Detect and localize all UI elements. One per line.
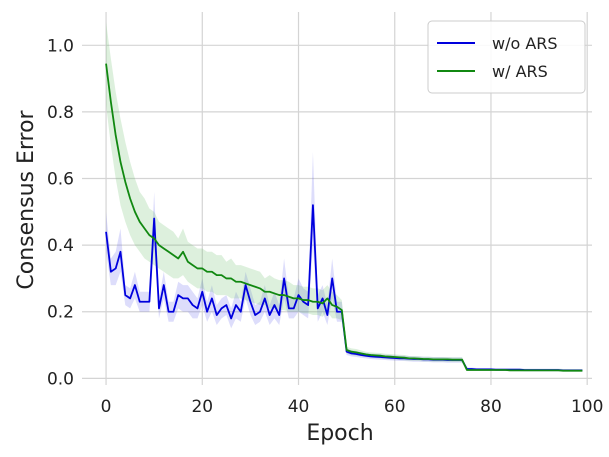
x-tick-label: 40: [288, 397, 310, 417]
legend-label-2: w/ ARS: [492, 62, 548, 81]
legend-box: [427, 20, 586, 94]
series-lines: [105, 63, 583, 372]
x-tick-label: 60: [384, 397, 406, 417]
x-axis-label: Epoch: [306, 421, 373, 446]
y-tick-label: 0.2: [47, 303, 74, 323]
y-tick-label: 1.0: [47, 36, 74, 56]
x-tick-label: 20: [191, 397, 213, 417]
y-tick-label: 0.8: [47, 103, 74, 123]
line-series-2: [105, 63, 583, 372]
band-series-2: [106, 21, 583, 372]
y-tick-label: 0.0: [47, 369, 74, 389]
x-tick-label: 0: [101, 397, 112, 417]
legend-label-1: w/o ARS: [492, 34, 558, 53]
y-tick-labels: 0.0 0.2 0.4 0.6 0.8 1.0: [47, 36, 74, 389]
y-tick-label: 0.4: [47, 236, 74, 256]
x-tick-label: 80: [480, 397, 502, 417]
grid: [82, 12, 592, 385]
legend: w/o ARS w/ ARS: [427, 20, 586, 94]
y-tick-label: 0.6: [47, 170, 74, 190]
y-axis-label: Consensus Error: [14, 109, 39, 289]
x-tick-label: 100: [571, 397, 603, 417]
x-tick-labels: 0 20 40 60 80 100: [101, 397, 604, 417]
